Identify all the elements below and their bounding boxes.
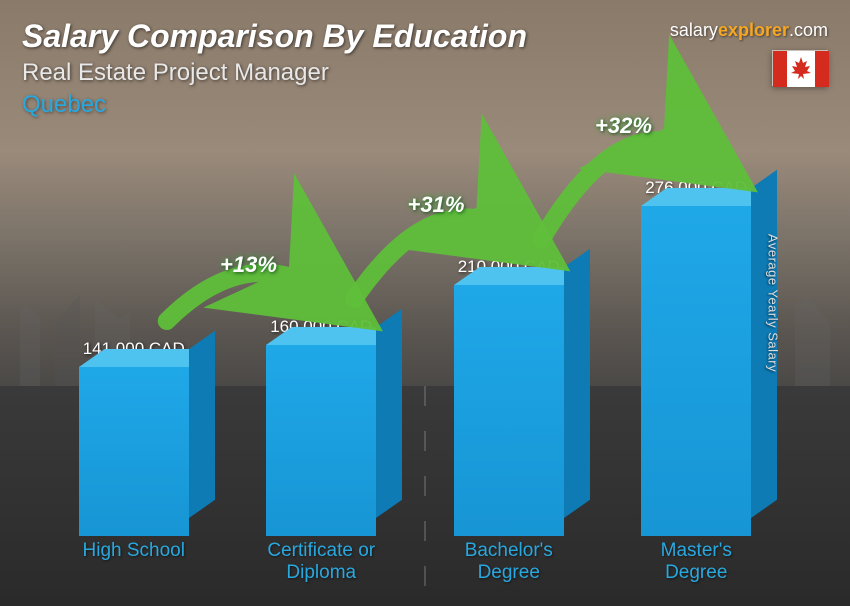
brand-accent: explorer	[718, 20, 789, 40]
bar-1: 160,000 CAD	[251, 317, 391, 536]
bar-2: 210,000 CAD	[439, 257, 579, 536]
header: Salary Comparison By Education Real Esta…	[22, 18, 527, 119]
bar-0: 141,000 CAD	[64, 339, 204, 536]
x-label-2: Bachelor'sDegree	[429, 540, 589, 586]
chart-region: Quebec	[22, 91, 527, 119]
y-axis-label: Average Yearly Salary	[765, 234, 780, 372]
bar-shape	[641, 206, 751, 536]
increment-pct-2: +32%	[595, 113, 652, 139]
x-axis-labels: High School Certificate orDiploma Bachelor…	[40, 540, 790, 586]
chart-subtitle: Real Estate Project Manager	[22, 59, 527, 87]
canada-flag-icon	[772, 50, 828, 86]
brand-prefix: salary	[670, 20, 718, 40]
bar-3: 276,000 CAD	[626, 178, 766, 536]
bar-front-face	[266, 345, 376, 536]
bar-shape	[454, 285, 564, 536]
bar-shape	[79, 367, 189, 536]
bar-chart: 141,000 CAD 160,000 CAD 210,000 CAD 276,000…	[40, 150, 790, 586]
brand-logo: salaryexplorer.com	[670, 20, 828, 41]
bar-side-face	[376, 309, 402, 518]
bar-front-face	[641, 206, 751, 536]
bar-side-face	[564, 249, 590, 518]
increment-pct-0: +13%	[220, 252, 277, 278]
chart-title: Salary Comparison By Education	[22, 18, 527, 55]
brand-suffix: .com	[789, 20, 828, 40]
x-label-1: Certificate orDiploma	[241, 540, 401, 586]
bar-shape	[266, 345, 376, 536]
bar-side-face	[189, 331, 215, 518]
x-label-3: Master'sDegree	[616, 540, 776, 586]
x-label-0: High School	[54, 540, 214, 586]
bar-front-face	[79, 367, 189, 536]
bar-front-face	[454, 285, 564, 536]
increment-pct-1: +31%	[408, 192, 465, 218]
